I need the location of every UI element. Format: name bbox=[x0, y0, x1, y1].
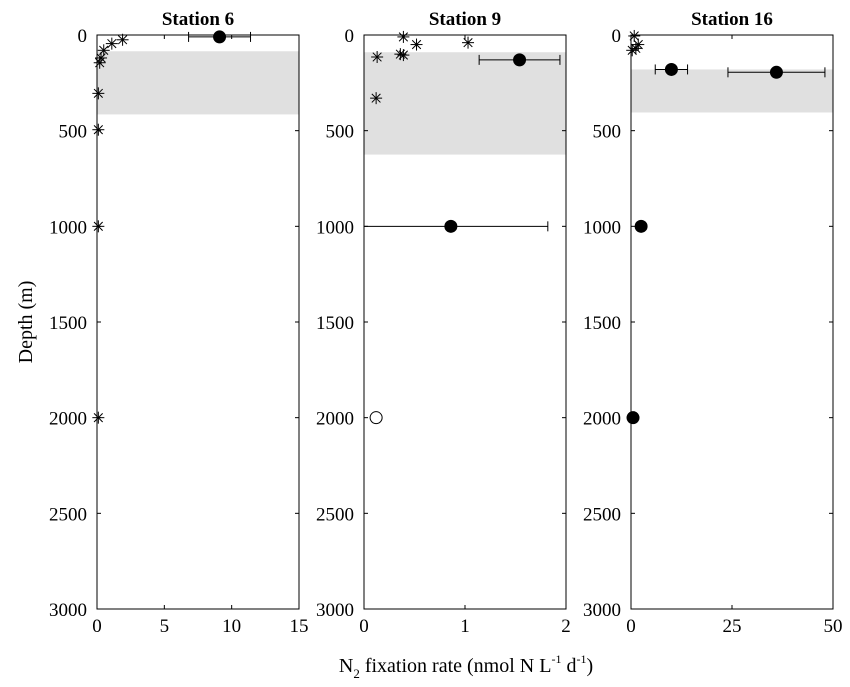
x-tick-label: 2 bbox=[561, 616, 571, 637]
asterisk-stroke bbox=[117, 35, 128, 45]
panel-title: Station 9 bbox=[429, 9, 501, 30]
data-point-asterisk bbox=[92, 87, 105, 100]
y-tick-label: 0 bbox=[78, 26, 88, 47]
x-tick-label: 0 bbox=[92, 616, 102, 637]
y-tick-label: 1000 bbox=[49, 217, 87, 238]
panel-title: Station 6 bbox=[162, 9, 234, 30]
y-tick-label: 1000 bbox=[316, 217, 354, 238]
y-tick-label: 2000 bbox=[316, 409, 354, 430]
y-tick-label: 500 bbox=[326, 122, 355, 143]
data-point-asterisk bbox=[93, 56, 106, 69]
data-point-filled bbox=[513, 53, 527, 67]
asterisk-stroke bbox=[107, 38, 117, 49]
data-point-filled bbox=[769, 65, 783, 79]
y-tick-label: 2500 bbox=[316, 504, 354, 525]
data-point-filled bbox=[664, 62, 678, 76]
y-tick-label: 0 bbox=[345, 26, 355, 47]
y-tick-label: 1500 bbox=[583, 313, 621, 334]
x-tick-label: 1 bbox=[460, 616, 470, 637]
data-point-asterisk bbox=[371, 51, 384, 64]
asterisk-stroke bbox=[411, 39, 422, 50]
data-point-asterisk bbox=[92, 220, 105, 233]
asterisk-stroke bbox=[371, 93, 381, 103]
asterisk-stroke bbox=[398, 50, 409, 60]
data-point-asterisk bbox=[370, 92, 383, 105]
data-point-asterisk bbox=[92, 411, 105, 424]
y-tick-label: 1500 bbox=[316, 313, 354, 334]
panel-title: Station 16 bbox=[691, 9, 773, 30]
x-tick-label: 0 bbox=[626, 616, 636, 637]
x-tick-label: 15 bbox=[290, 616, 309, 637]
asterisk-stroke bbox=[93, 88, 104, 99]
x-tick-label: 10 bbox=[222, 616, 241, 637]
y-tick-label: 500 bbox=[59, 122, 88, 143]
shaded-depth-band bbox=[364, 52, 566, 155]
y-tick-label: 2000 bbox=[49, 409, 87, 430]
x-tick-label: 5 bbox=[160, 616, 170, 637]
data-point-asterisk bbox=[105, 37, 118, 50]
data-point-asterisk bbox=[116, 33, 129, 46]
data-point-open bbox=[369, 411, 383, 425]
data-point-asterisk bbox=[92, 123, 105, 136]
x-axis-title: N2 fixation rate (nmol N L-1 d-1) bbox=[339, 652, 593, 681]
asterisk-stroke bbox=[93, 125, 104, 135]
data-point-filled bbox=[444, 219, 458, 233]
y-axis-title: Depth (m) bbox=[15, 281, 37, 364]
y-tick-label: 1500 bbox=[49, 313, 87, 334]
shaded-depth-band bbox=[631, 69, 833, 113]
data-point-filled bbox=[213, 30, 227, 44]
data-point-asterisk bbox=[635, 220, 648, 233]
y-tick-label: 2500 bbox=[583, 504, 621, 525]
plot-frame bbox=[363, 34, 567, 610]
shaded-depth-band bbox=[97, 51, 299, 115]
y-tick-label: 3000 bbox=[583, 600, 621, 621]
x-tick-label: 25 bbox=[723, 616, 742, 637]
asterisk-stroke bbox=[463, 37, 473, 48]
asterisk-stroke bbox=[93, 221, 104, 231]
asterisk-stroke bbox=[93, 413, 104, 423]
y-tick-label: 3000 bbox=[49, 600, 87, 621]
data-point-asterisk bbox=[626, 44, 639, 57]
asterisk-stroke bbox=[398, 32, 409, 42]
plot-frame bbox=[96, 34, 300, 610]
x-tick-label: 0 bbox=[359, 616, 369, 637]
y-tick-label: 0 bbox=[612, 26, 622, 47]
asterisk-stroke bbox=[372, 52, 382, 62]
data-point-asterisk bbox=[629, 42, 642, 55]
data-point-asterisk bbox=[462, 36, 475, 49]
asterisk-stroke bbox=[627, 45, 637, 55]
y-tick-label: 2500 bbox=[49, 504, 87, 525]
y-tick-label: 500 bbox=[593, 122, 622, 143]
data-point-asterisk bbox=[397, 30, 410, 43]
y-tick-label: 3000 bbox=[316, 600, 354, 621]
data-point-filled bbox=[626, 411, 640, 425]
asterisk-stroke bbox=[636, 221, 646, 231]
data-point-asterisk bbox=[397, 49, 410, 62]
plot-frame bbox=[630, 34, 834, 610]
data-point-asterisk bbox=[97, 44, 110, 57]
data-point-asterisk bbox=[410, 38, 423, 51]
x-tick-label: 50 bbox=[824, 616, 843, 637]
y-tick-label: 2000 bbox=[583, 409, 621, 430]
y-tick-label: 1000 bbox=[583, 217, 621, 238]
